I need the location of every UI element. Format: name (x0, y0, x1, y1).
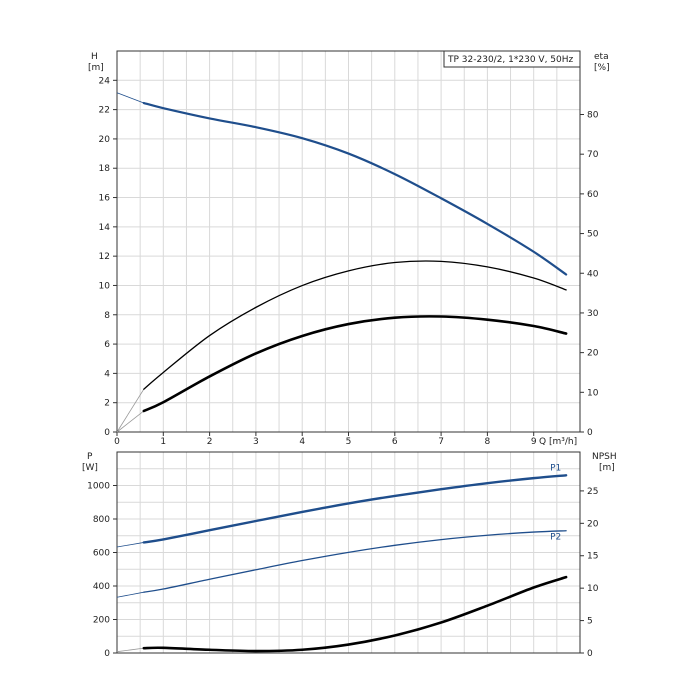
y-right-tick-label: 15 (587, 552, 598, 562)
y-right-tick-label: 40 (587, 269, 599, 279)
y-right-tick-label: 0 (587, 649, 593, 659)
y-left-label-top: H (91, 52, 98, 62)
y-left-label-bottom: P (87, 452, 93, 462)
bottom-panel: P [W] NPSH [m] 0 200 400 600 800 1000 0 5 10 15 2… (82, 451, 617, 659)
top-y-right-ticks: 0 10 20 30 40 50 60 70 80 (580, 111, 599, 438)
y-left-tick-label: 18 (99, 164, 111, 174)
y-right-tick-label: 20 (587, 519, 599, 529)
x-tick-label: 3 (253, 437, 259, 447)
y-right-tick-label: 10 (587, 584, 599, 594)
x-tick-label: 0 (114, 437, 120, 447)
series-line-2 (142, 315, 568, 413)
y-right-tick-label: 60 (587, 190, 599, 200)
x-tick-label: 2 (207, 437, 213, 447)
y-right-tick-label: 30 (587, 309, 599, 319)
extrapolation-line (116, 647, 144, 653)
series-label-p1: P1 (550, 463, 561, 473)
extrapolation-line (116, 591, 144, 598)
y-left-tick-label: 14 (99, 223, 111, 233)
y-left-tick-label: 12 (99, 252, 110, 262)
bottom-y-right-ticks: 0 5 10 15 20 25 (580, 487, 599, 659)
y-left-tick-label: 4 (104, 369, 110, 379)
y-right-label-top: eta (594, 52, 609, 62)
extrapolation-line (116, 542, 144, 548)
y-left-unit-top: [m] (88, 63, 104, 73)
x-tick-label: 8 (485, 437, 491, 447)
x-tick-label: 6 (392, 437, 398, 447)
series-line-1 (143, 260, 567, 390)
y-left-tick-label: 200 (93, 616, 110, 626)
top-grid (117, 51, 580, 432)
y-left-tick-label: 0 (104, 428, 110, 438)
x-tick-label: 5 (346, 437, 352, 447)
extrapolation-line (116, 388, 145, 433)
top-series (116, 92, 568, 433)
x-tick-label: 9 (531, 437, 537, 447)
x-tick-label: 1 (160, 437, 166, 447)
top-panel: TP 32-230/2, 1*230 V, 50Hz H [m] eta [%]… (88, 50, 610, 447)
x-axis-label: Q [m³/h] (539, 437, 577, 447)
top-x-ticks: 0 1 2 3 4 5 6 7 8 9 (114, 432, 537, 447)
y-left-tick-label: 6 (104, 340, 110, 350)
y-left-tick-label: 20 (99, 135, 111, 145)
chart-title: TP 32-230/2, 1*230 V, 50Hz (447, 55, 574, 65)
series-line-h (142, 101, 568, 276)
y-left-tick-label: 8 (104, 311, 110, 321)
extrapolation-line (116, 92, 144, 104)
y-left-tick-label: 0 (104, 649, 110, 659)
series-line-2 (142, 575, 568, 653)
y-right-unit-bottom: [m] (599, 463, 615, 473)
y-right-tick-label: 50 (587, 230, 599, 240)
y-left-tick-label: 16 (99, 194, 111, 204)
top-title-box: TP 32-230/2, 1*230 V, 50Hz (443, 50, 581, 68)
bottom-series: P1 P2 (116, 463, 568, 653)
y-right-tick-label: 5 (587, 617, 593, 627)
x-tick-label: 4 (299, 437, 305, 447)
y-right-unit-top: [%] (594, 63, 610, 73)
y-left-tick-label: 2 (104, 399, 110, 409)
series-label-p2: P2 (550, 533, 561, 543)
series-line-p2 (143, 530, 567, 593)
y-left-unit-bottom: [W] (82, 463, 98, 473)
extrapolation-line (116, 410, 145, 433)
y-left-tick-label: 10 (99, 281, 111, 291)
y-right-tick-label: 10 (587, 388, 599, 398)
y-right-tick-label: 25 (587, 487, 598, 497)
y-right-tick-label: 80 (587, 111, 599, 121)
y-right-tick-label: 70 (587, 150, 599, 160)
y-left-tick-label: 400 (93, 582, 110, 592)
y-left-tick-label: 24 (99, 76, 111, 86)
bottom-y-left-ticks: 0 200 400 600 800 1000 (87, 482, 117, 659)
y-right-tick-label: 20 (587, 349, 599, 359)
y-left-tick-label: 800 (93, 515, 110, 525)
y-left-tick-label: 600 (93, 549, 110, 559)
y-right-tick-label: 0 (587, 428, 593, 438)
y-left-tick-label: 1000 (87, 482, 110, 492)
y-right-label-bottom: NPSH (592, 452, 617, 462)
x-tick-label: 7 (438, 437, 444, 447)
y-left-tick-label: 22 (99, 106, 110, 116)
